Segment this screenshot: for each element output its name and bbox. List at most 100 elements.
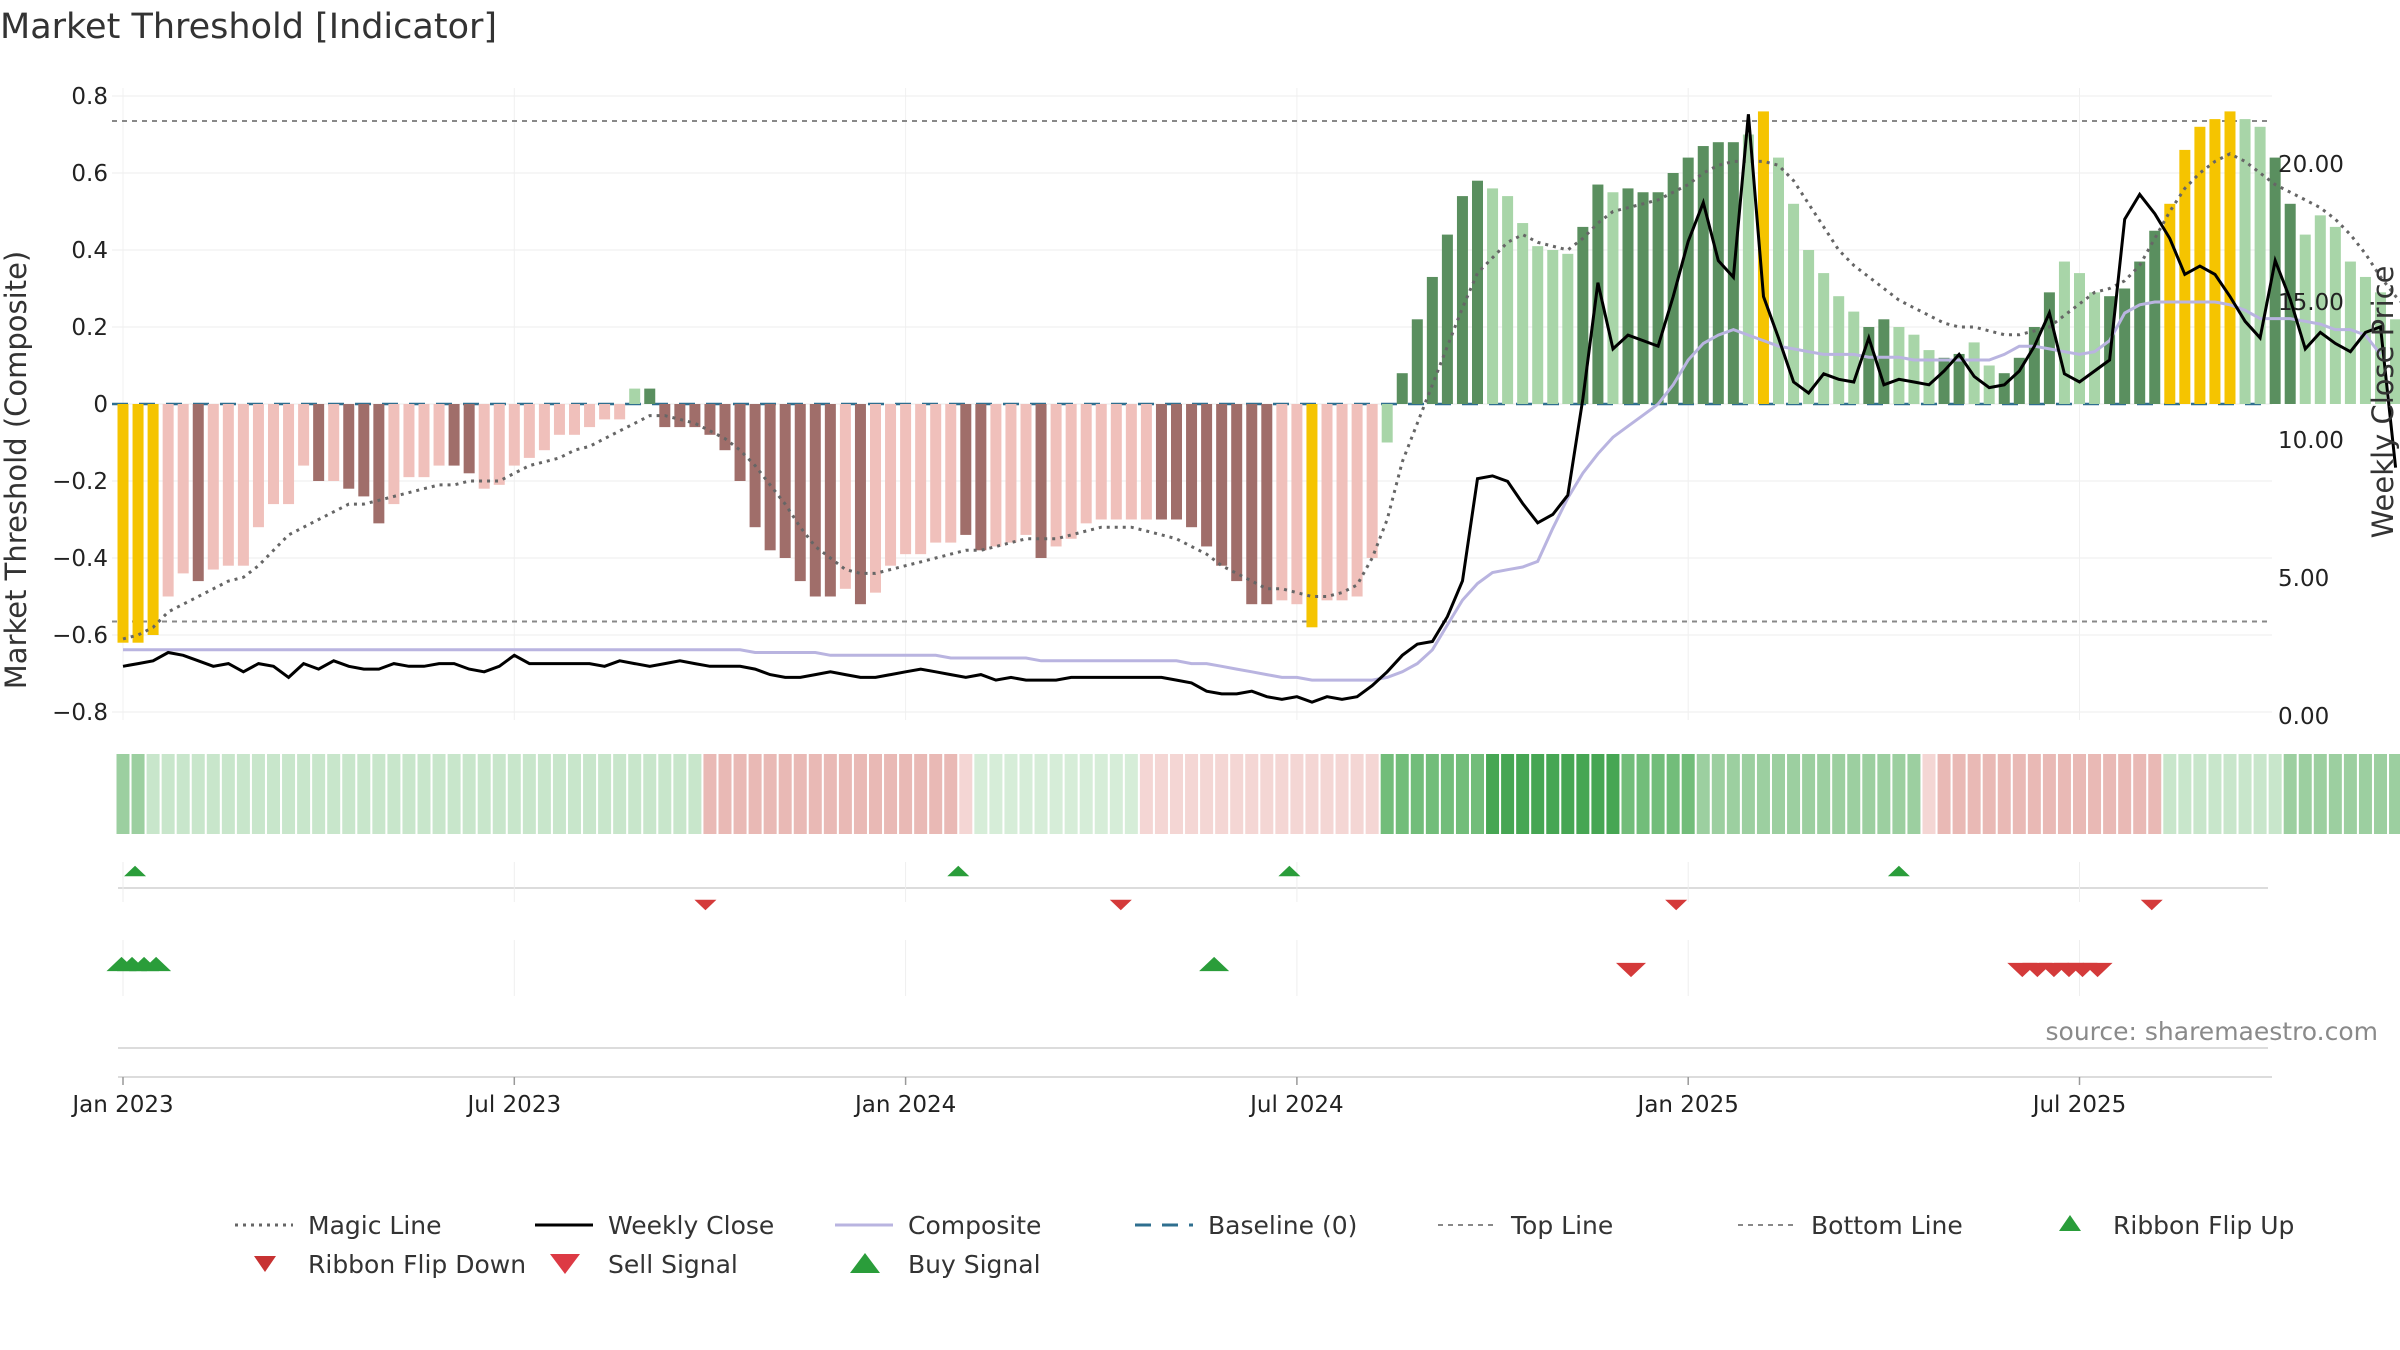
composite-bar xyxy=(1968,342,1980,404)
composite-bar xyxy=(1712,142,1724,404)
composite-bar xyxy=(207,404,219,570)
composite-bar xyxy=(1110,404,1122,520)
x-tick-label: Jul 2024 xyxy=(1248,1092,1344,1118)
ribbon-cell xyxy=(1561,754,1575,834)
composite-bar xyxy=(1441,234,1453,404)
composite-bar xyxy=(1125,404,1137,520)
y-tick-label: −0.8 xyxy=(52,700,108,726)
ribbon-cell xyxy=(131,754,145,834)
ribbon-cell xyxy=(1004,754,1018,834)
composite-bar xyxy=(1547,250,1559,404)
composite-bar xyxy=(779,404,791,558)
ribbon-cell xyxy=(297,754,311,834)
composite-bar xyxy=(493,404,505,485)
composite-bar xyxy=(1878,319,1890,404)
ribbon-cell xyxy=(703,754,717,834)
composite-bar xyxy=(1246,404,1258,605)
price-lines xyxy=(122,114,2400,704)
ribbon-flip-down-marker xyxy=(1665,899,1688,911)
y-tick-label: 0 xyxy=(93,392,108,418)
ribbon-cell xyxy=(673,754,687,834)
ribbon-cell xyxy=(1681,754,1695,834)
ribbon-cell xyxy=(1440,754,1454,834)
ribbon-cell xyxy=(583,754,597,834)
composite-bar xyxy=(2359,276,2371,404)
ribbon-cell xyxy=(176,754,190,834)
composite-bar xyxy=(854,404,866,605)
composite-bar xyxy=(1426,276,1438,404)
ribbon-cell xyxy=(1170,754,1183,834)
ribbon-cell xyxy=(808,754,822,834)
composite-bar xyxy=(1923,350,1935,404)
ribbon-cell xyxy=(2178,754,2192,834)
y2-tick-label: 15.00 xyxy=(2278,290,2344,316)
ribbon-cell xyxy=(823,754,837,834)
ribbon-cell xyxy=(507,754,521,834)
composite-bar xyxy=(2149,230,2161,404)
ribbon-cell xyxy=(2193,754,2207,834)
composite-bar xyxy=(614,404,626,420)
composite-bar xyxy=(433,404,445,466)
composite-bar xyxy=(553,404,565,435)
legend-label: Top Line xyxy=(1510,1211,1613,1240)
composite-bar xyxy=(975,404,987,551)
composite-bar xyxy=(2074,273,2085,404)
composite-bar xyxy=(1381,404,1393,443)
buy-signal-marker xyxy=(1199,956,1230,972)
ribbon-cell xyxy=(312,754,326,834)
weekly-close-line xyxy=(122,114,2398,704)
ribbon-cell xyxy=(1380,754,1394,834)
composite-bar xyxy=(252,404,264,528)
ribbon-cell xyxy=(1335,754,1349,834)
ribbon-cell xyxy=(853,754,867,834)
source-credit: source: sharemaestro.com xyxy=(2046,1017,2379,1046)
legend-item: Magic Line xyxy=(235,1211,442,1240)
composite-bar xyxy=(1697,146,1709,405)
ribbon-cell xyxy=(146,754,160,834)
composite-line xyxy=(123,300,2382,682)
legend-item: Buy Signal xyxy=(850,1250,1041,1279)
ribbon-cell xyxy=(1937,754,1951,834)
composite-bar xyxy=(1366,404,1378,558)
composite-bar xyxy=(1155,404,1167,520)
composite-bar xyxy=(1908,334,1920,404)
ribbon-cell xyxy=(1756,754,1770,834)
ribbon-cell xyxy=(372,754,386,834)
ribbon-cell xyxy=(1546,754,1560,834)
composite-bar xyxy=(839,404,851,589)
composite-bar xyxy=(569,404,580,435)
composite-bar xyxy=(1396,373,1408,404)
composite-bar xyxy=(237,404,249,566)
ribbon-cell xyxy=(1109,754,1123,834)
ribbon-cell xyxy=(522,754,536,834)
composite-bar xyxy=(1667,173,1679,404)
composite-bar xyxy=(1848,311,1860,404)
legend-label: Baseline (0) xyxy=(1208,1211,1357,1240)
composite-bar xyxy=(283,404,295,505)
composite-bar xyxy=(1216,404,1228,566)
ribbon-cell xyxy=(537,754,551,834)
composite-bar xyxy=(298,404,310,466)
composite-bar xyxy=(478,404,490,489)
ribbon-cell xyxy=(1892,754,1906,834)
ribbon-cell xyxy=(1741,754,1755,834)
composite-bar xyxy=(1050,404,1062,547)
ribbon-cell xyxy=(2073,754,2086,834)
legend: Magic Line Weekly Close Composite Baseline … xyxy=(235,1211,2294,1279)
ribbon-cell xyxy=(718,754,732,834)
ribbon-cell xyxy=(613,754,627,834)
ribbon-cell xyxy=(1200,754,1214,834)
composite-bar xyxy=(343,404,355,489)
ribbon-cell xyxy=(1847,754,1861,834)
legend-label: Magic Line xyxy=(308,1211,442,1240)
x-axis: Jan 2023 Jul 2023 Jan 2024 Jul 2024 Jan 2025… xyxy=(70,1076,2272,1118)
ribbon-cell xyxy=(1245,754,1259,834)
ribbon-cell xyxy=(1275,754,1289,834)
composite-bar xyxy=(900,404,912,555)
ribbon-cell xyxy=(1877,754,1891,834)
ribbon-cell xyxy=(869,754,882,834)
y-tick-label: 0.2 xyxy=(71,315,108,341)
ribbon-cell xyxy=(733,754,747,834)
composite-bar xyxy=(2314,215,2326,404)
ribbon-cell xyxy=(1094,754,1108,834)
